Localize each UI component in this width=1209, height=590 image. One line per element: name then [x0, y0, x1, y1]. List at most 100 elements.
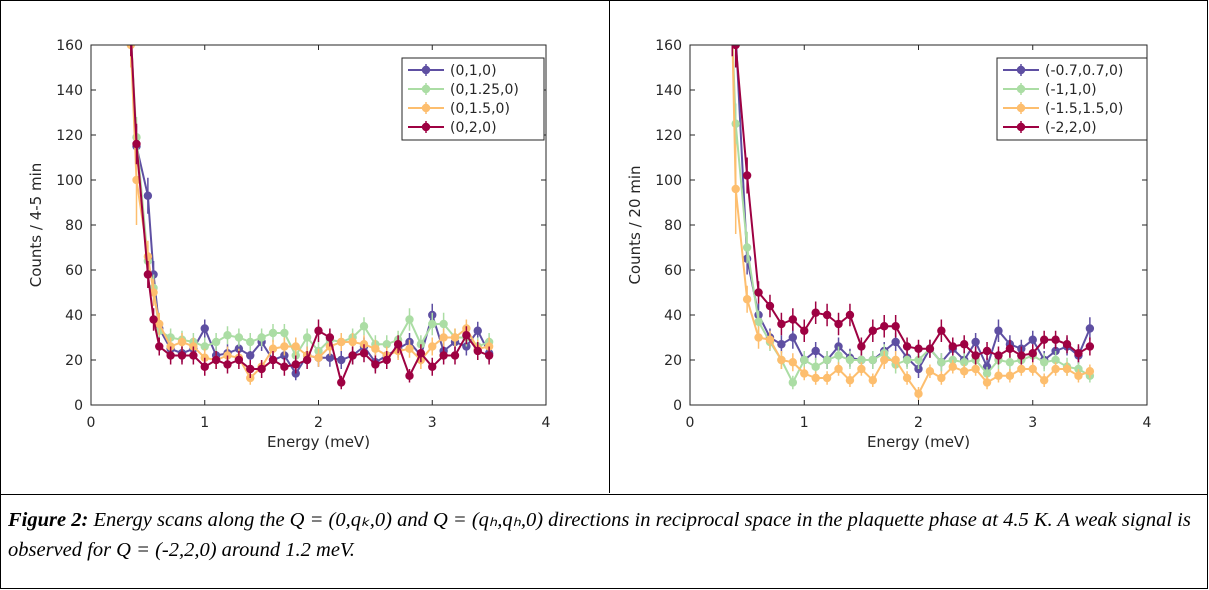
series-group	[728, 30, 1095, 401]
x-tick-label: 3	[1028, 415, 1037, 431]
data-point	[257, 333, 266, 342]
data-point	[777, 355, 786, 365]
data-point	[223, 360, 232, 369]
y-tick-label: 140	[56, 83, 83, 99]
data-point	[359, 349, 369, 358]
data-point	[246, 337, 255, 347]
data-point	[742, 171, 752, 180]
data-point	[845, 355, 855, 365]
data-point	[1028, 349, 1037, 358]
data-point	[731, 45, 740, 50]
legend-label: (-0.7,0.7,0)	[1045, 63, 1123, 79]
left-panel: 0 1 2 3 4 0 20 40 60 80 100 120 140 160 Energy (meV) Co…	[1, 0, 610, 493]
data-point	[880, 322, 889, 331]
data-point	[325, 333, 335, 342]
data-point	[1051, 335, 1060, 344]
x-axis-label: Energy (meV)	[267, 433, 370, 451]
data-point	[439, 333, 448, 342]
data-point	[132, 139, 141, 149]
right-panel: 0 1 2 3 4 0 20 40 60 80 100 120 140 160 Energy (meV) Co…	[610, 0, 1207, 493]
data-point	[428, 362, 437, 371]
data-point	[439, 319, 448, 329]
data-point	[788, 358, 798, 367]
data-point	[359, 322, 369, 331]
data-point	[1039, 358, 1049, 367]
legend: (-0.7,0.7,0) (-1,1,0) (-1.5,1.5,0) (-2,2,0)	[996, 57, 1148, 141]
figure-caption: Figure 2: Energy scans along the Q = (0,…	[8, 505, 1200, 565]
data-point	[891, 355, 900, 365]
series-line	[130, 45, 490, 386]
data-point	[834, 319, 843, 329]
data-point	[868, 376, 877, 385]
legend-label: (-1.5,1.5,0)	[1045, 101, 1123, 117]
data-point	[811, 308, 820, 317]
data-point	[314, 353, 323, 362]
y-tick-label: 20	[664, 353, 682, 369]
y-tick-label: 140	[655, 83, 682, 99]
legend-label: (0,1,0)	[450, 63, 497, 79]
data-point	[200, 342, 209, 351]
data-point	[857, 342, 866, 351]
x-tick-label: 3	[428, 415, 437, 431]
data-point	[337, 378, 346, 387]
data-point	[155, 342, 164, 351]
data-point	[914, 389, 923, 398]
legend-item-4: (0,2,0)	[408, 120, 497, 136]
data-point	[948, 362, 957, 371]
data-point	[462, 331, 471, 340]
data-point	[845, 310, 855, 320]
data-point	[728, 30, 736, 38]
data-point	[960, 367, 969, 376]
x-tick-label: 4	[1143, 415, 1152, 431]
y-tick-label: 40	[65, 308, 83, 324]
legend-swatch-marker	[421, 122, 431, 132]
data-point	[348, 337, 357, 347]
data-point	[280, 342, 289, 351]
y-tick-label: 80	[664, 218, 682, 234]
legend-swatch-marker	[1016, 122, 1026, 132]
data-point	[1005, 371, 1015, 380]
caption-label: Figure 2:	[8, 509, 89, 531]
legend-item-1: (0,1,0)	[408, 63, 497, 79]
data-point	[127, 30, 135, 38]
data-point	[371, 344, 380, 353]
data-point	[834, 364, 843, 374]
data-point	[405, 344, 414, 353]
data-point	[948, 342, 957, 351]
series-4	[130, 45, 494, 390]
legend-label: (0,2,0)	[450, 120, 497, 136]
series-line	[129, 45, 490, 380]
data-point	[937, 358, 946, 367]
data-point	[1051, 355, 1060, 365]
y-tick-label: 100	[56, 173, 83, 189]
data-point	[777, 319, 786, 329]
data-point	[143, 270, 153, 279]
data-point	[257, 364, 266, 374]
data-point	[177, 337, 187, 347]
legend-label: (-2,2,0)	[1045, 120, 1097, 136]
data-point	[800, 326, 809, 335]
data-point	[428, 342, 437, 351]
data-point	[1028, 335, 1037, 344]
x-tick-label: 2	[914, 415, 923, 431]
data-point	[149, 288, 158, 297]
series-line	[130, 45, 490, 358]
data-point	[439, 351, 448, 360]
data-point	[902, 355, 912, 365]
data-point	[1051, 364, 1060, 374]
data-point	[960, 340, 969, 349]
data-point	[143, 191, 153, 200]
caption-text: Energy scans along the Q = (0,qₖ,0) and …	[8, 509, 1191, 561]
data-point	[280, 362, 289, 371]
legend-swatch-marker	[1016, 65, 1026, 75]
data-point	[291, 342, 300, 351]
legend-item-3: (-1.5,1.5,0)	[1003, 101, 1123, 117]
data-point	[1062, 364, 1072, 374]
legend-label: (0,1.25,0)	[450, 82, 519, 98]
legend-item-2: (0,1.25,0)	[408, 82, 519, 98]
data-point	[393, 340, 403, 349]
data-point	[450, 333, 460, 342]
data-point	[177, 351, 187, 360]
legend-swatch-marker	[1016, 103, 1026, 113]
